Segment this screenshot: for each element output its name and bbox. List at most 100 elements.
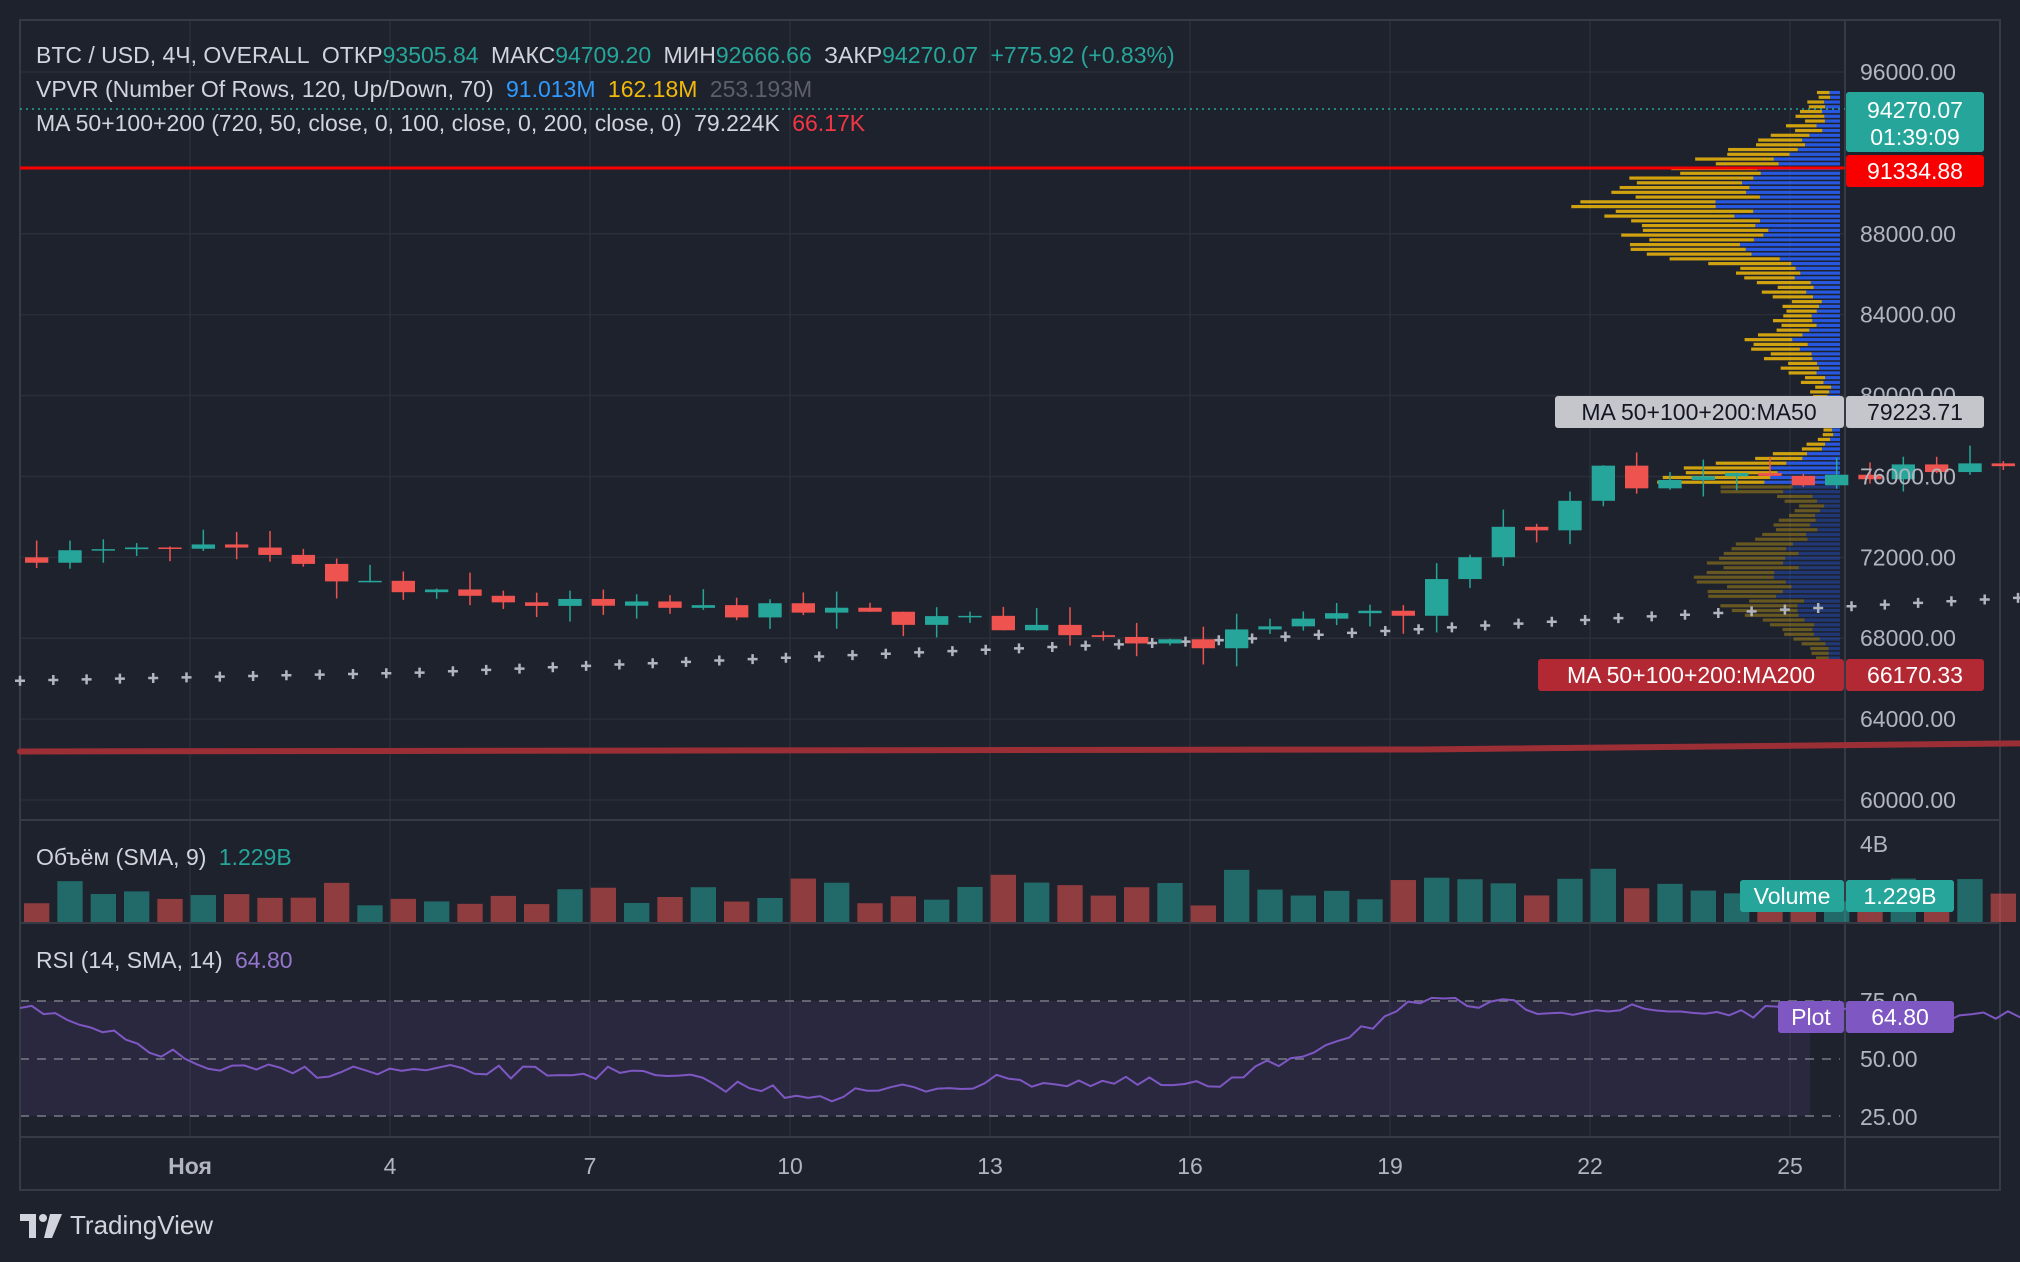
vp-up-row [1812, 319, 1840, 323]
vp-up-row [1805, 143, 1840, 147]
ma50-marker [281, 670, 292, 681]
ma50-marker [1680, 609, 1690, 620]
candle-body [1358, 610, 1382, 614]
vp-down-row [1782, 304, 1820, 308]
volume-bar [1557, 878, 1583, 922]
ma50-marker [1347, 627, 1357, 638]
ma50-marker [314, 669, 325, 680]
vp-up-row [1715, 204, 1840, 209]
vp-down-row [1818, 95, 1831, 99]
ma50-marker [947, 646, 958, 657]
vp-down-row [1783, 314, 1812, 318]
vp-up-row [1819, 304, 1840, 308]
vp-down-row [1808, 105, 1826, 109]
price-tick-label: 72000.00 [1860, 544, 1956, 570]
vp-up-row [1798, 551, 1840, 556]
vp-up-row [1773, 157, 1840, 161]
volume-bar [724, 901, 750, 922]
vpvr-up: 91.013M [506, 76, 596, 102]
candle-body [991, 615, 1015, 631]
time-tick-label: 10 [777, 1153, 803, 1179]
vp-up-row [1773, 575, 1840, 579]
vp-down-row [1706, 561, 1784, 565]
candle-body [891, 611, 915, 625]
candle-body [458, 589, 482, 596]
ma200-name: MA 50+100+200:MA200 [1567, 662, 1815, 688]
vp-down-row [1749, 599, 1804, 603]
vp-down-row [1807, 100, 1825, 104]
vp-down-row [1715, 461, 1787, 465]
candle-body [91, 549, 115, 551]
time-tick-label: 13 [977, 1153, 1003, 1179]
candle-body [591, 598, 615, 606]
vp-up-row [1813, 295, 1840, 299]
vp-up-row [1816, 309, 1840, 313]
volume-axis-tick: 4B [1860, 831, 1888, 857]
ma50-marker [1979, 594, 1990, 605]
volume-bar [857, 903, 883, 922]
vp-down-row [1784, 632, 1814, 636]
volume-value: 1.229B [1864, 883, 1937, 909]
vp-up-row [1813, 285, 1840, 289]
ma50-marker [248, 670, 259, 681]
vp-down-row [1715, 162, 1779, 166]
change-value: +775.92 (+0.83%) [990, 42, 1175, 68]
price-tick-label: 84000.00 [1860, 302, 1956, 328]
volume-bar [1957, 879, 1983, 922]
candle-body [425, 589, 449, 593]
vp-up-row [1807, 537, 1840, 541]
candle-body [491, 595, 515, 603]
candle-body [1058, 624, 1082, 636]
ma-legend[interactable]: MA 50+100+200 (720, 50, close, 0, 100, c… [36, 108, 871, 138]
vp-up-row [1783, 561, 1840, 565]
ma50-marker [681, 656, 691, 667]
vp-up-row [1824, 119, 1840, 123]
volume-bar [357, 905, 383, 922]
ma50-marker [614, 659, 625, 670]
vp-down-row [1706, 570, 1775, 575]
candle-body [1725, 473, 1749, 477]
main-legend[interactable]: BTC / USD, 4Ч, OVERALL ОТКР93505.84 МАКС… [36, 40, 1181, 70]
volume-legend-name: Объём (SMA, 9) [36, 844, 207, 870]
vp-up-row [1811, 314, 1840, 318]
volume-bar [1690, 890, 1716, 922]
time-tick-label: 25 [1777, 1153, 1803, 1179]
rsi-legend[interactable]: RSI (14, SMA, 14) 64.80 [36, 945, 299, 975]
ma50-marker [1913, 597, 1924, 608]
volume-bar [1257, 889, 1283, 922]
vp-down-row [1777, 285, 1814, 289]
candle-body [1525, 526, 1549, 531]
rsi-path [19, 996, 2020, 1103]
ma50-marker [1846, 601, 1857, 612]
vp-up-row [1814, 623, 1840, 627]
vp-down-row [1799, 504, 1825, 508]
ma50-marker [1546, 616, 1557, 627]
candle-body [1925, 464, 1949, 473]
vp-down-row [1696, 580, 1786, 584]
vp-down-row [1641, 223, 1756, 228]
vp-up-row [1823, 380, 1840, 385]
vp-down-row [1823, 428, 1833, 432]
vp-up-row [1797, 147, 1840, 152]
vp-up-row [1802, 138, 1840, 142]
vp-down-row [1799, 109, 1822, 114]
ma200-value: 66170.33 [1867, 662, 1963, 688]
rsi-value: 64.80 [1871, 1004, 1929, 1030]
vp-up-row [1809, 133, 1840, 137]
vpvr-legend[interactable]: VPVR (Number Of Rows, 120, Up/Down, 70) … [36, 74, 818, 104]
candle-body [725, 605, 749, 618]
volume-bar [1657, 883, 1683, 922]
vp-up-row [1742, 181, 1840, 185]
volume-legend[interactable]: Объём (SMA, 9) 1.229B [36, 842, 298, 872]
tradingview-logo[interactable]: TradingView [20, 1210, 213, 1241]
vp-down-row [1778, 518, 1816, 522]
volume-bar [1224, 869, 1250, 922]
candle-body [291, 554, 315, 564]
vp-down-row [1708, 594, 1777, 598]
ma200-line [17, 740, 2020, 755]
ma50-marker [348, 668, 358, 679]
volume-bar [1424, 877, 1450, 922]
vp-up-row [1821, 447, 1840, 451]
vp-up-row [1715, 200, 1840, 204]
